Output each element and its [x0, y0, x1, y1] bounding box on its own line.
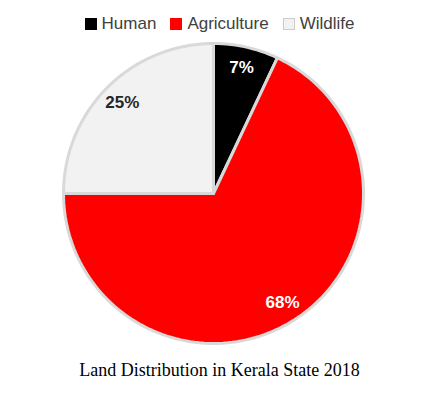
html-text:Wildlife: Wildlife	[299, 14, 355, 33]
svg-text:25%: 25%	[105, 93, 139, 112]
svg-text:68%: 68%	[266, 293, 300, 312]
html-text:Human: Human	[101, 14, 157, 33]
svg-text:7%: 7%	[229, 58, 254, 77]
html-text:Land Distribution in Kerala St: Land Distribution in Kerala State 2018	[79, 360, 360, 380]
html-text:Agriculture: Agriculture	[187, 14, 269, 33]
